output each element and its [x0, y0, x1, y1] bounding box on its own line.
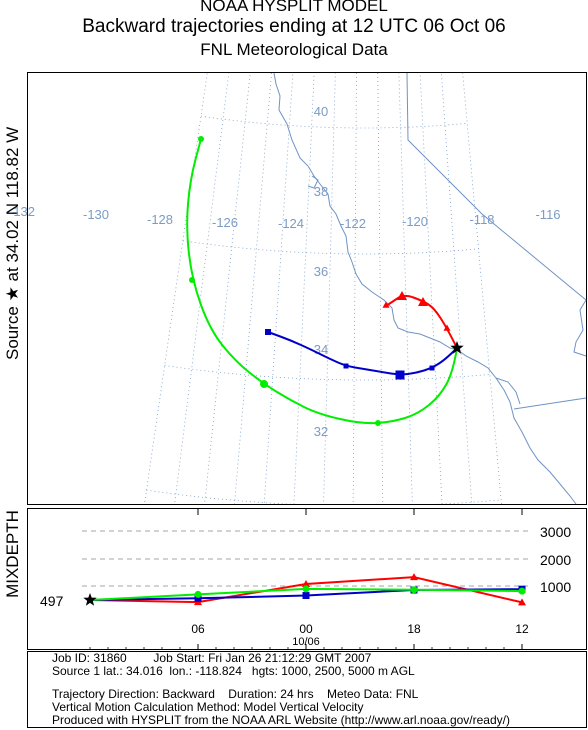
mixdepth-ticks: 497 06 00 18 12 10/06	[40, 509, 529, 650]
trajectory-point-1000	[418, 297, 428, 306]
mixdepth-date-label: 10/06	[292, 636, 320, 648]
border-line	[513, 397, 587, 410]
trajectory-point-2500	[395, 370, 405, 380]
border-line	[406, 72, 587, 301]
source-star-icon	[450, 341, 464, 354]
trajectory-point-1000	[382, 301, 390, 308]
mixdepth-point-2500	[302, 592, 310, 600]
mixdepth-point-1000	[302, 579, 310, 587]
lat-line	[182, 240, 479, 255]
lon-line	[377, 73, 384, 504]
lat-line	[219, 0, 456, 2]
mixdepth-x-tick: 12	[515, 622, 529, 636]
lat-label: 32	[314, 424, 328, 439]
lon-line	[174, 73, 230, 504]
mixdepth-y-tick: 3000	[540, 524, 571, 540]
trajectory-point-1000	[397, 291, 407, 300]
mixdepth-point-5000	[302, 585, 310, 593]
mixdepth-x-tick: 06	[191, 622, 205, 636]
border-line	[573, 299, 587, 357]
map-grid-labels: -132 -130 -128 -126 -124 -122 -120 -118 -116 40 38…	[9, 104, 561, 439]
mixdepth-grid: 3000 2000 1000	[82, 524, 571, 595]
map-grid	[128, 0, 512, 632]
trajectory-subtitle: Backward trajectories ending at 12 UTC 0…	[82, 16, 506, 37]
map-frame	[27, 72, 587, 505]
lon-line	[462, 73, 502, 504]
footer-frame	[27, 651, 587, 728]
lon-label: -128	[147, 212, 173, 227]
lon-line	[293, 73, 315, 504]
lat-line	[128, 615, 512, 632]
lon-label: -116	[535, 207, 560, 222]
map-trajectories	[186, 136, 464, 426]
lat-label: 40	[314, 104, 328, 119]
mixdepth-point-1000	[410, 573, 418, 581]
lon-label: -130	[83, 207, 109, 222]
trajectory-line-5000	[186, 138, 458, 425]
lat-line	[200, 115, 468, 129]
lon-line	[352, 73, 357, 504]
mixdepth-point-2500	[194, 594, 202, 602]
trajectory-point-2500	[265, 329, 271, 335]
lon-line	[419, 73, 443, 504]
map-coastline	[273, 72, 587, 505]
mixdepth-point-5000	[410, 586, 418, 594]
lon-label: -118	[469, 212, 494, 227]
footer-job-line: Job ID: 31860 Job Start: Fri Jan 26 21:1…	[52, 651, 372, 665]
footer-direction-line: Trajectory Direction: Backward Duration:…	[52, 687, 419, 701]
mixdepth-series	[83, 573, 526, 606]
lon-line	[398, 73, 413, 504]
lon-line	[144, 73, 208, 504]
lon-line	[263, 73, 294, 504]
coastline	[495, 377, 521, 405]
trajectory-line-2500	[267, 331, 458, 376]
mixdepth-point-5000	[194, 590, 202, 598]
trajectory-point-2500	[429, 365, 435, 371]
lat-label: 38	[314, 184, 328, 199]
mixdepth-x-tick: 18	[407, 622, 421, 636]
mixdepth-source-star-icon	[83, 593, 97, 606]
lat-label: 36	[314, 264, 328, 279]
lon-line	[234, 73, 273, 504]
trajectory-point-2500	[343, 363, 349, 369]
lon-label: -120	[402, 214, 428, 229]
mixdepth-start-value: 497	[40, 593, 64, 609]
lon-line	[204, 73, 251, 504]
footer-source-line: Source 1 lat.: 34.016 lon.: -118.824 hgt…	[52, 664, 415, 678]
lon-label: -124	[278, 216, 304, 231]
footer-produced-line: Produced with HYSPLIT from the NOAA ARL …	[52, 713, 510, 727]
mixdepth-x-tick: 00	[299, 622, 313, 636]
lon-label: -132	[9, 204, 35, 219]
mixdepth-point-5000	[518, 587, 526, 595]
lon-label: -126	[212, 215, 238, 230]
trajectory-point-5000	[260, 380, 268, 388]
mixdepth-point-1000	[518, 598, 526, 606]
footer-vertical-line: Vertical Motion Calculation Method: Mode…	[52, 700, 364, 714]
model-title: NOAA HYSPLIT MODEL	[200, 0, 388, 15]
mixdepth-y-tick: 2000	[540, 552, 571, 568]
mixdepth-frame	[27, 508, 587, 650]
trajectory-point-5000	[189, 277, 195, 283]
mixdepth-y-tick: 1000	[540, 579, 571, 595]
meteo-data-label: FNL Meteorological Data	[200, 40, 388, 59]
coastline	[273, 72, 577, 505]
trajectory-point-5000	[375, 420, 381, 426]
lon-label: -122	[340, 216, 366, 231]
coastline	[307, 175, 319, 189]
trajectory-point-5000	[198, 136, 204, 142]
trajectory-point-1000	[443, 324, 451, 331]
